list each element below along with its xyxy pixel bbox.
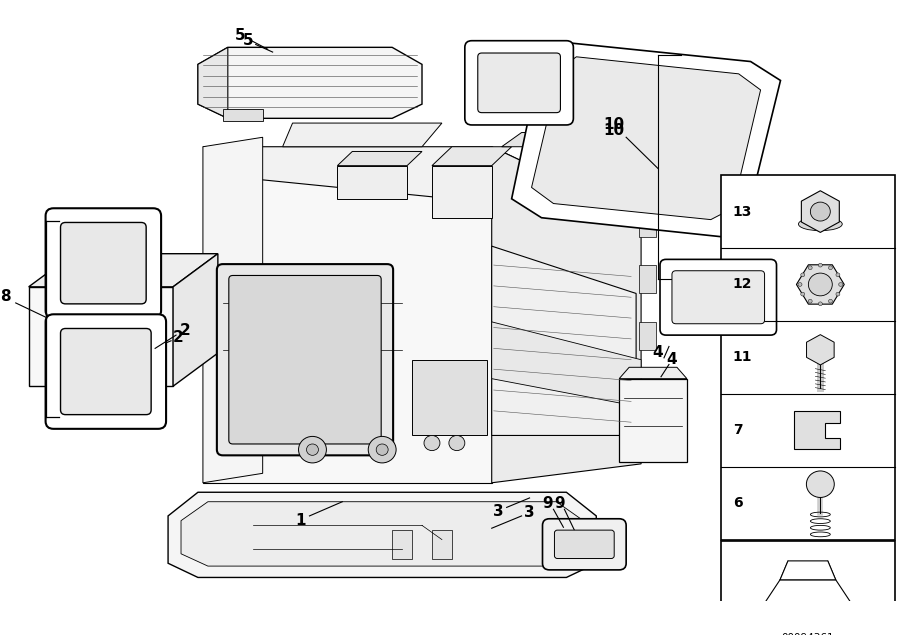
Text: 3: 3	[524, 505, 535, 519]
Polygon shape	[532, 57, 760, 220]
Text: 9: 9	[554, 496, 564, 511]
Text: 2: 2	[180, 323, 191, 338]
Polygon shape	[338, 152, 422, 166]
FancyBboxPatch shape	[672, 271, 765, 324]
Circle shape	[449, 436, 464, 451]
FancyBboxPatch shape	[478, 53, 561, 112]
Circle shape	[836, 292, 840, 296]
Text: 13: 13	[733, 204, 752, 218]
Text: 3: 3	[493, 504, 504, 519]
Circle shape	[845, 614, 860, 629]
Text: 5: 5	[242, 33, 253, 48]
Text: 1: 1	[295, 513, 306, 528]
FancyBboxPatch shape	[60, 222, 146, 304]
Text: 6: 6	[733, 496, 742, 510]
Circle shape	[839, 283, 842, 286]
Text: 8: 8	[0, 289, 11, 304]
Polygon shape	[198, 48, 228, 118]
Polygon shape	[181, 502, 583, 566]
Polygon shape	[412, 359, 487, 436]
Circle shape	[745, 605, 781, 635]
Circle shape	[806, 471, 834, 497]
Text: 12: 12	[733, 277, 752, 291]
Polygon shape	[639, 265, 656, 293]
Circle shape	[836, 273, 840, 277]
FancyBboxPatch shape	[554, 530, 614, 559]
Text: 4: 4	[652, 345, 663, 359]
Circle shape	[801, 273, 805, 277]
Polygon shape	[202, 137, 263, 483]
Bar	[721, 175, 895, 540]
Polygon shape	[173, 254, 218, 386]
Polygon shape	[491, 246, 636, 436]
Circle shape	[808, 266, 812, 270]
Circle shape	[835, 605, 870, 635]
Polygon shape	[392, 530, 412, 559]
Circle shape	[307, 444, 319, 455]
Text: 5: 5	[235, 29, 245, 43]
Bar	[721, 542, 895, 635]
Text: 9: 9	[542, 496, 553, 511]
Circle shape	[808, 273, 833, 296]
Text: 7: 7	[733, 424, 742, 438]
Polygon shape	[432, 530, 452, 559]
Polygon shape	[740, 580, 876, 622]
Polygon shape	[511, 43, 780, 237]
Circle shape	[755, 614, 771, 629]
Text: 10: 10	[604, 117, 625, 133]
Polygon shape	[223, 109, 263, 121]
Polygon shape	[198, 48, 422, 118]
Polygon shape	[801, 190, 840, 232]
FancyBboxPatch shape	[464, 41, 573, 125]
Polygon shape	[639, 322, 656, 351]
Circle shape	[424, 436, 440, 451]
Polygon shape	[432, 147, 511, 166]
Circle shape	[808, 299, 812, 303]
Polygon shape	[202, 147, 641, 218]
FancyBboxPatch shape	[217, 264, 393, 455]
Polygon shape	[619, 378, 687, 462]
Polygon shape	[283, 123, 442, 147]
Polygon shape	[806, 335, 834, 365]
Circle shape	[368, 436, 396, 463]
Polygon shape	[795, 411, 841, 449]
Circle shape	[798, 283, 802, 286]
Text: 10: 10	[604, 123, 625, 138]
Polygon shape	[29, 254, 218, 287]
Polygon shape	[639, 208, 656, 237]
Polygon shape	[338, 166, 407, 199]
Polygon shape	[491, 322, 641, 407]
Polygon shape	[501, 133, 591, 147]
Circle shape	[818, 264, 823, 267]
Polygon shape	[202, 147, 491, 483]
FancyBboxPatch shape	[46, 314, 166, 429]
Text: 2: 2	[173, 330, 184, 345]
Polygon shape	[491, 147, 641, 483]
Polygon shape	[29, 287, 173, 386]
FancyBboxPatch shape	[46, 208, 161, 318]
FancyBboxPatch shape	[60, 328, 151, 415]
Polygon shape	[432, 166, 491, 218]
FancyBboxPatch shape	[660, 259, 777, 335]
Circle shape	[829, 299, 833, 303]
Text: 11: 11	[733, 351, 752, 364]
Circle shape	[810, 202, 831, 221]
Ellipse shape	[798, 217, 842, 231]
Polygon shape	[168, 492, 597, 577]
Text: 4: 4	[667, 352, 678, 367]
FancyBboxPatch shape	[543, 519, 626, 570]
Circle shape	[299, 436, 327, 463]
Circle shape	[376, 444, 388, 455]
Circle shape	[818, 302, 823, 305]
Polygon shape	[796, 265, 844, 304]
Text: 00094361: 00094361	[781, 632, 834, 635]
FancyBboxPatch shape	[229, 276, 382, 444]
Polygon shape	[619, 367, 687, 378]
Circle shape	[829, 266, 833, 270]
Circle shape	[801, 292, 805, 296]
Polygon shape	[780, 561, 836, 580]
